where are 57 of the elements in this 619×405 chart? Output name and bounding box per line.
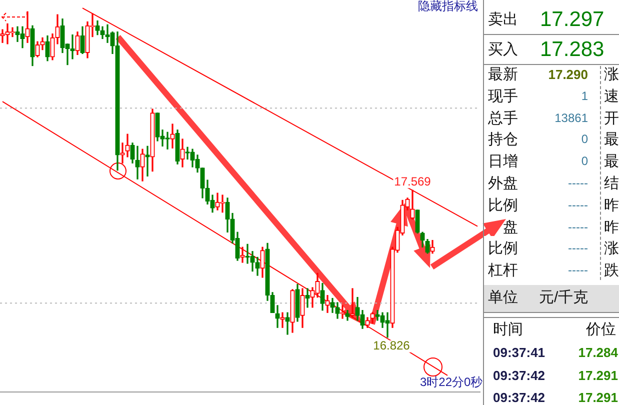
text: 元/千克	[539, 289, 588, 306]
text: 17.291	[578, 368, 618, 382]
text: 最	[604, 153, 619, 170]
candlestick	[135, 146, 140, 180]
text: 最新	[488, 66, 518, 83]
text: 买入	[488, 41, 518, 58]
text: -----	[568, 241, 588, 256]
candlestick	[285, 312, 290, 335]
text: 17.283	[540, 38, 604, 61]
text: 涨	[604, 66, 619, 83]
text: 价位	[586, 321, 616, 338]
candlestick	[280, 312, 285, 328]
text: 现手	[488, 88, 518, 105]
candlestick	[350, 288, 355, 318]
candlestick	[275, 305, 280, 328]
text: 速	[604, 88, 619, 105]
text: 比例	[488, 196, 518, 214]
text: -----	[568, 220, 588, 234]
text: -----	[568, 263, 588, 278]
annotation: 16.826	[373, 338, 410, 353]
text: 17.291	[578, 390, 618, 405]
text: 时间	[493, 321, 523, 338]
candlestick	[145, 146, 150, 176]
text: 17.290	[548, 67, 588, 82]
candlestick	[305, 288, 310, 308]
text: 09:37:42	[493, 368, 546, 382]
text: 09:37:41	[493, 345, 546, 360]
text: 日增	[488, 153, 518, 170]
text: 开	[604, 110, 619, 127]
text: 跌	[604, 262, 619, 280]
text: 0	[581, 132, 588, 146]
candlestick	[170, 124, 175, 148]
text: 结	[604, 175, 619, 192]
text: -----	[568, 198, 588, 212]
text: 昨	[604, 218, 619, 236]
text: 13861	[554, 110, 588, 125]
text: 持仓	[488, 131, 518, 148]
annotation: 隐藏指标线	[418, 0, 478, 13]
text: 最	[604, 131, 619, 148]
text: 涨	[604, 240, 619, 258]
text: 盘	[503, 218, 518, 236]
text: 17.284	[578, 345, 618, 360]
text: 3时22分0秒	[420, 375, 483, 389]
text: 昨	[604, 196, 619, 214]
text: 卖出	[488, 11, 518, 28]
text: 单位	[488, 289, 518, 306]
text: 1	[581, 88, 588, 103]
text: 外盘	[488, 175, 518, 192]
text: 杠杆	[488, 262, 518, 280]
candlestick	[120, 142, 125, 164]
text: 17.297	[540, 8, 604, 31]
text: -----	[568, 176, 588, 190]
text: 0	[581, 154, 588, 168]
text: 09:37:42	[493, 390, 546, 405]
text: 总手	[488, 110, 518, 127]
text: 比例	[488, 240, 518, 258]
annotation: 17.569	[394, 174, 432, 188]
